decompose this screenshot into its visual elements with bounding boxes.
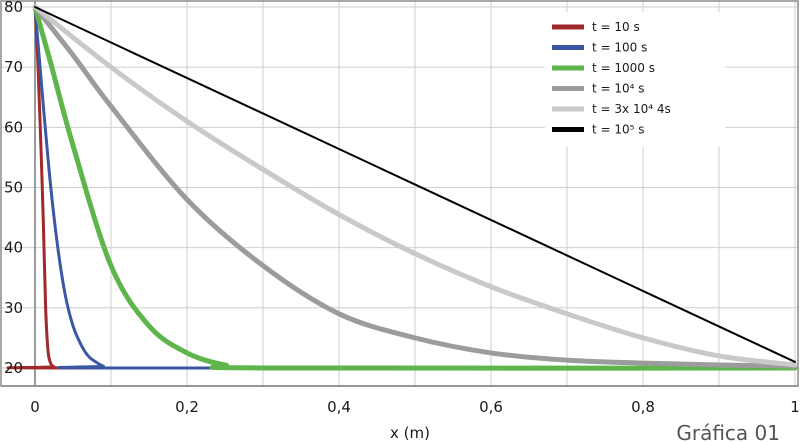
y-tick-label-4: 60: [4, 118, 23, 136]
legend-label-4: t = 3x 10⁴ 4s: [592, 102, 671, 116]
x-tick-label-4: 0,4: [327, 398, 351, 416]
y-tick-label-1: 30: [4, 299, 23, 317]
x-tick-label-8: 0,8: [631, 398, 655, 416]
series-line-3: [32, 4, 798, 369]
series-line-5: [34, 6, 796, 363]
x-tick-label-6: 0,6: [479, 398, 503, 416]
y-tick-label-6: 80: [4, 0, 23, 16]
x-tick-label-2: 0,2: [175, 398, 199, 416]
legend: t = 10 s t = 100 s t = 1000 s t = 10⁴ s t = …: [545, 12, 725, 147]
legend-box: [545, 12, 725, 147]
x-tick-label-10: 1: [790, 398, 800, 416]
legend-label-1: t = 100 s: [592, 41, 647, 55]
x-axis-title: x (m): [390, 424, 430, 442]
tick-labels: 0 0,2 0,4 0,6 0,8 1 20 30 40 50 60 70 80: [4, 0, 800, 416]
series-group: [6, 4, 798, 371]
x-tick-label-0: 0: [30, 398, 40, 416]
y-tick-label-0: 20: [4, 359, 23, 377]
y-tick-label-5: 70: [4, 58, 23, 76]
series-line-2: [32, 4, 798, 371]
series-line-1: [33, 5, 797, 370]
legend-label-2: t = 1000 s: [592, 61, 655, 75]
chart-caption: Gráfica 01: [676, 421, 780, 442]
series-line-4: [32, 4, 798, 368]
legend-label-0: t = 10 s: [592, 20, 640, 34]
legend-label-5: t = 10⁵ s: [592, 123, 645, 137]
plot-frame: [0, 0, 799, 387]
legend-label-3: t = 10⁴ s: [592, 82, 645, 96]
y-tick-label-2: 40: [4, 239, 23, 257]
y-tick-label-3: 50: [4, 178, 23, 196]
